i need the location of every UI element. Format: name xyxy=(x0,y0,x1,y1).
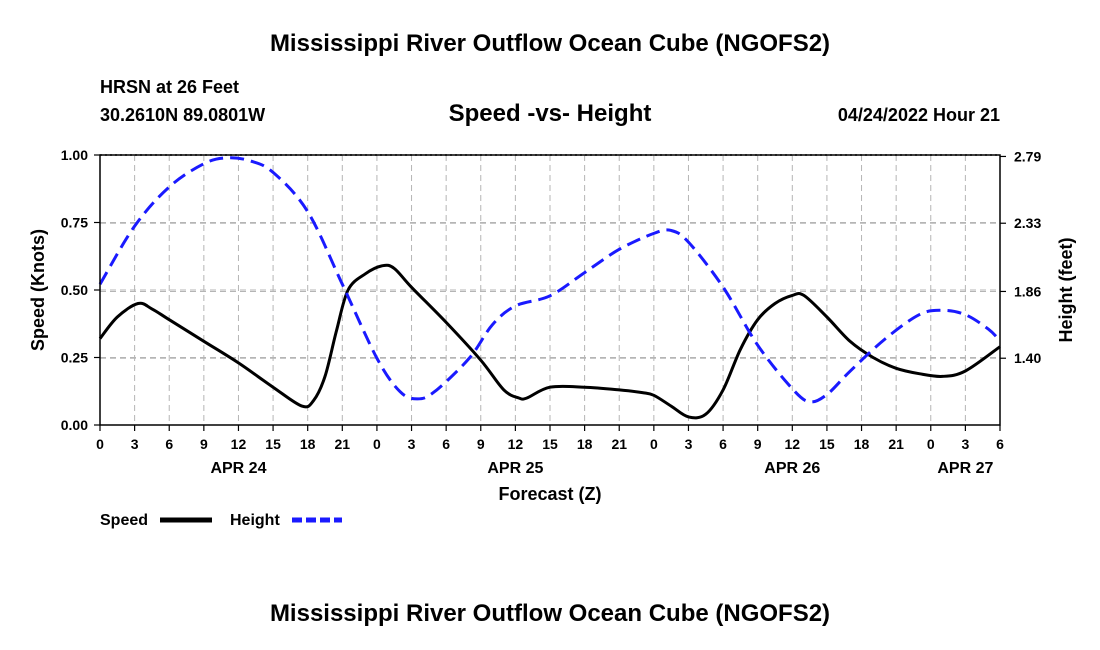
chart-main-title: Mississippi River Outflow Ocean Cube (NG… xyxy=(269,30,831,57)
x-tick-label: 21 xyxy=(888,436,904,452)
date-labels: APR 24 APR 25 APR 26 APR 27 xyxy=(210,460,993,477)
x-tick-label: 15 xyxy=(542,436,558,452)
left-axis-label: Speed (Knots) xyxy=(28,229,48,351)
x-tick-label: 15 xyxy=(819,436,835,452)
date-label: APR 27 xyxy=(937,460,993,477)
chart-subtitle: Speed -vs- Height xyxy=(448,100,652,127)
x-axis-label: Forecast (Z) xyxy=(498,484,601,504)
right-axis-ticks: 1.40 1.86 2.33 2.79 xyxy=(1000,148,1041,366)
left-axis-ticks: 0.00 0.25 0.50 0.75 1.00 xyxy=(61,147,100,433)
x-tick-label: 0 xyxy=(927,436,935,452)
x-tick-label: 3 xyxy=(408,436,416,452)
x-tick-label: 6 xyxy=(165,436,173,452)
x-tick-label: 9 xyxy=(200,436,208,452)
date-label: APR 25 xyxy=(487,460,543,477)
coordinates-label: 30.2610N 89.0801W xyxy=(100,105,266,125)
x-tick-label: 6 xyxy=(442,436,450,452)
x-tick-label: 6 xyxy=(719,436,727,452)
right-axis-label: Height (feet) xyxy=(1056,238,1076,343)
x-tick-label: 18 xyxy=(854,436,870,452)
speed-series-line xyxy=(98,263,1001,420)
right-tick-label: 2.79 xyxy=(1014,148,1041,164)
x-tick-label: 21 xyxy=(611,436,627,452)
x-tick-label: 3 xyxy=(131,436,139,452)
x-tick-label: 9 xyxy=(477,436,485,452)
x-tick-label: 0 xyxy=(650,436,658,452)
station-label: HRSN at 26 Feet xyxy=(100,77,240,97)
height-series-line xyxy=(98,156,1002,404)
series-layer xyxy=(98,156,1002,420)
right-tick-label: 1.40 xyxy=(1014,350,1041,366)
left-tick-label: 0.00 xyxy=(61,417,88,433)
x-tick-label: 0 xyxy=(373,436,381,452)
left-tick-label: 1.00 xyxy=(61,147,88,163)
x-tick-label: 0 xyxy=(96,436,104,452)
right-tick-label: 1.86 xyxy=(1014,283,1041,299)
x-tick-label: 21 xyxy=(335,436,351,452)
legend-speed-label: Speed xyxy=(100,512,148,529)
date-label: APR 26 xyxy=(764,460,820,477)
left-tick-label: 0.75 xyxy=(61,215,88,231)
legend: Speed Height xyxy=(100,512,342,529)
chart-main-title-repeat: Mississippi River Outflow Ocean Cube (NG… xyxy=(269,600,831,627)
x-tick-label: 12 xyxy=(785,436,801,452)
left-tick-label: 0.50 xyxy=(61,282,88,298)
grid xyxy=(100,155,1000,425)
left-tick-label: 0.25 xyxy=(61,350,88,366)
right-tick-label: 2.33 xyxy=(1014,215,1041,231)
x-tick-label: 15 xyxy=(265,436,281,452)
x-axis-ticks: 0 3 6 9 12 15 18 21 0 3 6 9 12 15 18 21 0 3 6 9 12 15 18 21 0 3 6 xyxy=(96,425,1004,452)
x-tick-label: 18 xyxy=(300,436,316,452)
x-tick-label: 12 xyxy=(231,436,247,452)
x-tick-label: 3 xyxy=(961,436,969,452)
x-tick-label: 6 xyxy=(996,436,1004,452)
x-tick-label: 3 xyxy=(685,436,693,452)
date-label: APR 24 xyxy=(210,460,266,477)
x-tick-label: 18 xyxy=(577,436,593,452)
forecast-datetime: 04/24/2022 Hour 21 xyxy=(837,105,1000,125)
x-tick-label: 9 xyxy=(754,436,762,452)
x-tick-label: 12 xyxy=(508,436,524,452)
legend-height-label: Height xyxy=(230,512,280,529)
